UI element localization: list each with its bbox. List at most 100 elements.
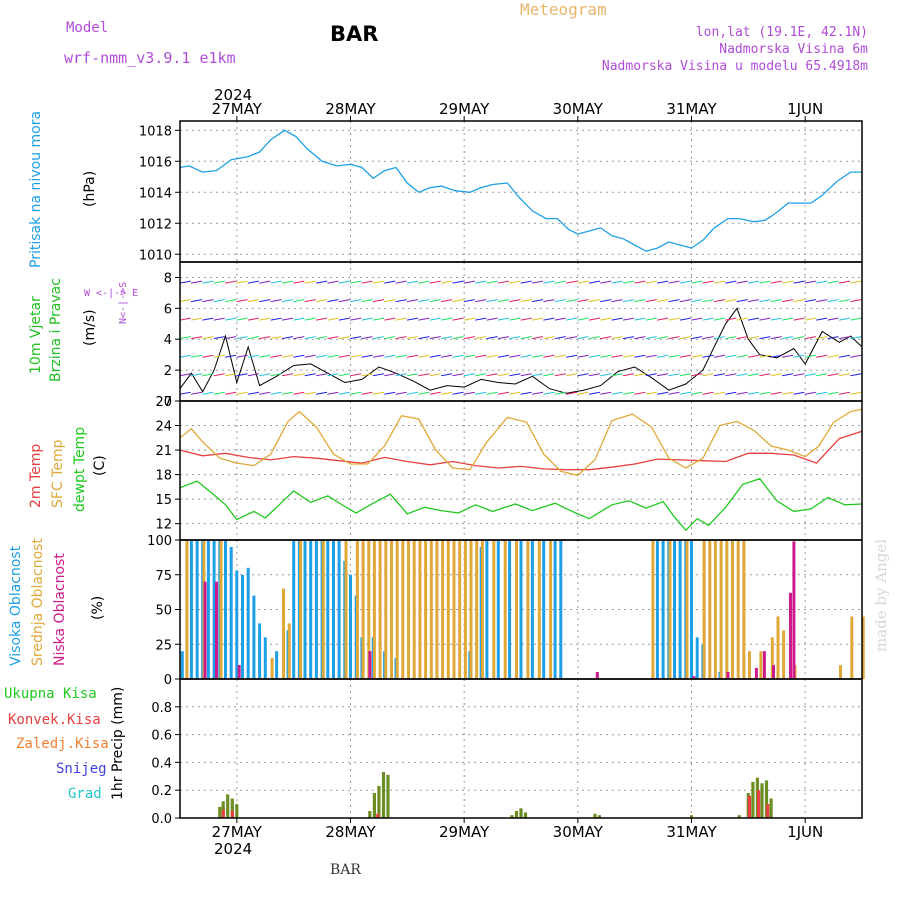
mid_cloud-bar: [526, 540, 530, 679]
wind-arrow: [566, 354, 578, 358]
high_cloud-bar: [292, 540, 296, 679]
wind-arrow: [202, 299, 214, 303]
wind-arrow: [361, 299, 373, 303]
mid_cloud-bar: [480, 540, 484, 679]
mid_cloud-bar: [668, 540, 672, 679]
mid_cloud-bar: [282, 588, 285, 679]
wind-arrow: [247, 336, 259, 340]
wind-arrow: [736, 373, 748, 377]
wind-arrow: [782, 373, 794, 377]
wind-arrow: [850, 391, 862, 395]
wind-arrow: [782, 280, 794, 284]
high_cloud-bar: [326, 540, 330, 679]
wind-arrow: [656, 354, 669, 358]
wind-arrow: [588, 299, 600, 303]
wind-arrow: [293, 336, 305, 340]
wind-arrow: [588, 280, 600, 284]
mid_cloud-bar: [395, 540, 399, 679]
low_cloud-bar: [772, 665, 775, 679]
conv_precip-bar: [766, 804, 770, 818]
wind-arrow: [838, 354, 851, 358]
wind-arrow: [361, 391, 373, 395]
wind-arrow: [497, 336, 510, 340]
mid_cloud-bar: [219, 540, 223, 679]
low_cloud-bar: [754, 667, 758, 679]
wind-arrow: [395, 373, 407, 377]
y-tick-label: 1014: [139, 186, 172, 201]
wind-arrow: [429, 299, 441, 303]
y-tick-label: 0.8: [151, 701, 172, 716]
mid_cloud-bar: [839, 665, 842, 679]
y-tick-label: 12: [155, 518, 172, 533]
wind-arrow: [350, 391, 362, 395]
wind-arrow: [543, 391, 555, 395]
wind-arrow: [304, 299, 316, 303]
mid_cloud-bar: [287, 623, 291, 679]
wind-arrow: [179, 336, 191, 340]
wind-arrow: [725, 391, 737, 395]
wind-arrow: [747, 280, 760, 284]
wind-arrow: [327, 336, 339, 340]
x-tick-label-top: 1JUN: [787, 100, 823, 118]
mid_cloud-bar: [321, 540, 325, 679]
wind-arrow: [725, 336, 737, 340]
wind-arrow: [679, 354, 691, 358]
wind-arrow: [838, 391, 851, 395]
wind-arrow: [327, 354, 339, 358]
wind-arrow: [304, 280, 316, 284]
wind-arrow: [634, 317, 646, 321]
wind-arrow: [747, 336, 760, 340]
total_precip-bar: [597, 815, 601, 818]
wind-arrow: [372, 317, 385, 321]
wind-arrow: [566, 317, 578, 321]
mid_cloud-bar: [390, 540, 393, 679]
total_precip-bar: [510, 815, 514, 818]
wind-arrow: [225, 391, 237, 395]
wind-arrow: [441, 373, 453, 377]
wind-arrow: [736, 299, 748, 303]
wind-arrow: [838, 317, 851, 321]
wind-arrow: [691, 354, 703, 358]
wind-arrow: [770, 354, 782, 358]
wind-arrow: [384, 373, 396, 377]
total_precip-bar: [221, 801, 225, 818]
wind-arrow: [486, 317, 498, 321]
wind-arrow: [509, 299, 521, 303]
wind-arrow: [384, 280, 396, 284]
wind-arrow: [611, 391, 623, 395]
high_cloud-bar: [224, 540, 227, 679]
wind-arrow: [372, 354, 385, 358]
wind-arrow: [395, 299, 407, 303]
wind-arrow: [645, 317, 657, 321]
low_cloud-bar: [789, 592, 792, 679]
wind-arrow: [395, 280, 407, 284]
wind-arrow: [736, 336, 748, 340]
wind-arrow: [713, 280, 726, 284]
high_cloud-bar: [690, 540, 693, 679]
y-tick-label: 0.0: [151, 812, 172, 827]
wind-arrow: [656, 391, 669, 395]
wind-arrow: [554, 354, 566, 358]
wind-arrow: [668, 391, 680, 395]
wind-arrow: [475, 299, 487, 303]
mid_cloud-bar: [367, 540, 371, 679]
wind-arrow: [247, 373, 259, 377]
mid_cloud-bar: [782, 630, 786, 679]
high_cloud-bar: [252, 595, 256, 679]
wind-arrow: [679, 336, 691, 340]
wind-arrow: [225, 336, 237, 340]
wind-arrow: [372, 336, 385, 340]
wind-arrow: [668, 354, 680, 358]
wind-arrow: [850, 299, 862, 303]
wind-arrow: [304, 391, 316, 395]
wind-arrow: [270, 317, 282, 321]
mid_cloud-bar: [515, 540, 518, 679]
wind-arrow: [225, 373, 237, 377]
wind-arrow: [668, 280, 680, 284]
x-tick-label-top: 30MAY: [553, 100, 604, 118]
wind-arrow: [384, 336, 396, 340]
wind-arrow: [475, 317, 487, 321]
total_precip-bar: [235, 804, 239, 818]
wind-arrow: [475, 354, 487, 358]
wind-arrow: [281, 336, 294, 340]
